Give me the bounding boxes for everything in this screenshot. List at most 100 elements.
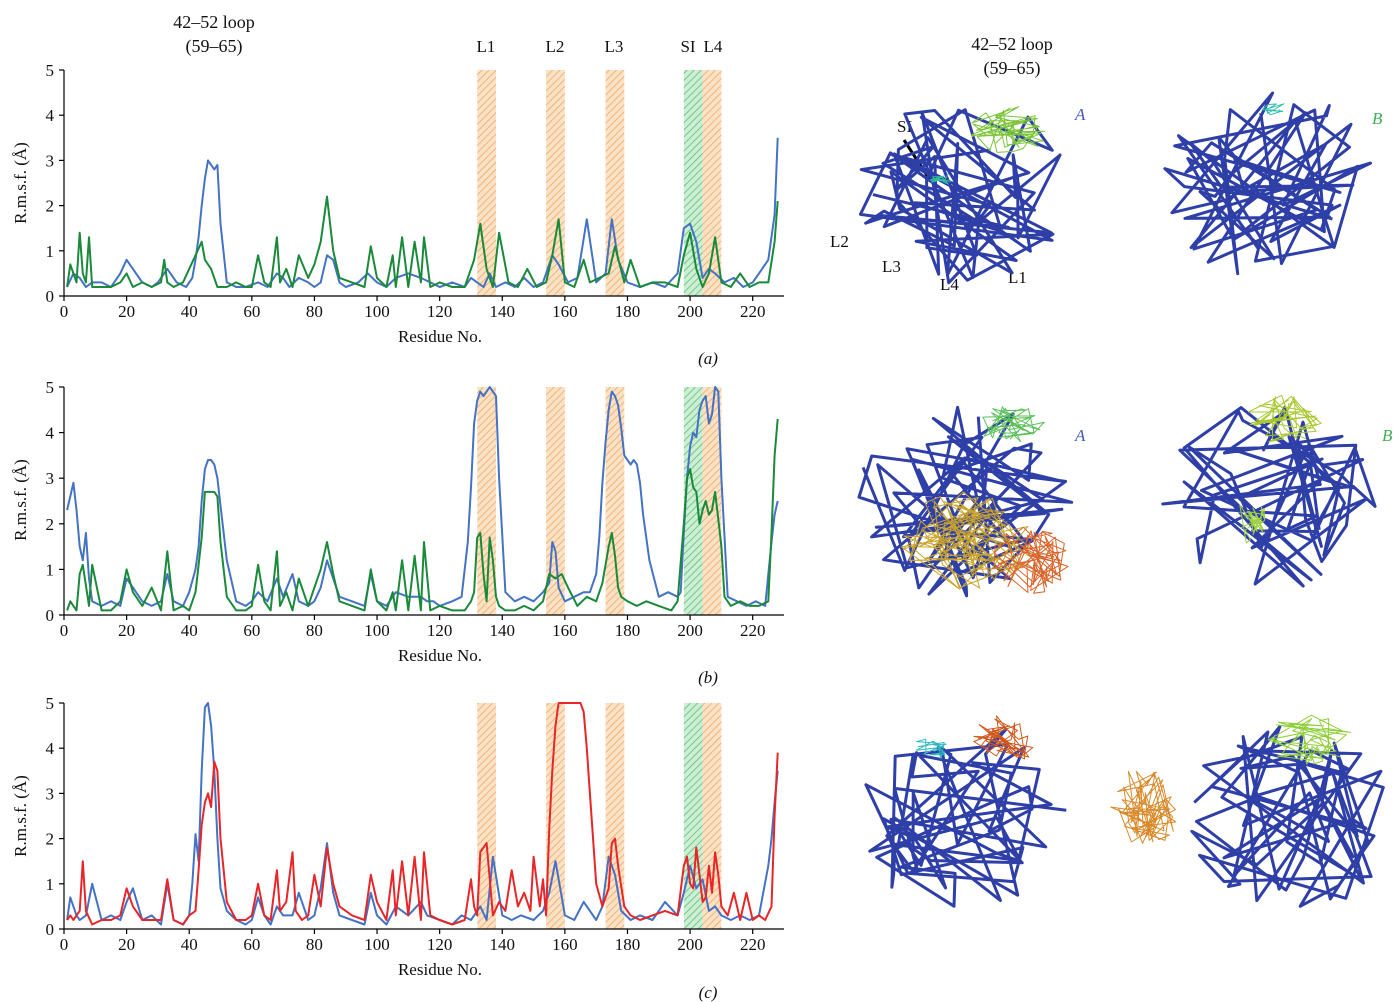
panel-a-chart: 42–52 loop (59–65) L1 L2 L3 SI L4 0 1 2 3 4 5…: [11, 12, 784, 368]
band-l4: [702, 70, 722, 296]
series-line-blue: [66, 386, 779, 607]
highlight-bands: [477, 70, 722, 296]
series-line-green: [66, 195, 779, 288]
x-tick-label: 200: [677, 935, 703, 954]
x-tick-label: 60: [243, 621, 260, 640]
structure-l4-label: L4: [940, 275, 959, 294]
y-tick-label: 0: [46, 606, 55, 625]
band-l3: [605, 387, 625, 615]
x-tick-label: 120: [427, 302, 453, 321]
x-tick-label: 160: [552, 302, 578, 321]
structure-row1-chain-b-flex-loop: [1261, 103, 1285, 116]
x-tick-label: 220: [740, 302, 766, 321]
x-tick-label: 140: [490, 302, 516, 321]
structure-row1-chain-a-backbone: [858, 108, 1062, 285]
x-tick-label: 80: [306, 302, 323, 321]
chain-a-label-row1: A: [1074, 105, 1086, 124]
structure-row3-chain-a-si-loop: [915, 738, 947, 760]
x-tick-label: 0: [60, 935, 69, 954]
structure-row3-chain-b-flex-loop: [1267, 714, 1351, 765]
x-tick-label: 40: [181, 621, 198, 640]
axes: 0 1 2 3 4 5 0 20 40 60 80 100 120 140 160 180 200 220: [46, 61, 784, 321]
band-l3: [605, 703, 625, 929]
x-tick-label: 200: [677, 621, 703, 640]
structure-row2-chain-b-flex-loop: [1248, 394, 1322, 443]
chain-a-label-row2: A: [1074, 426, 1086, 445]
structure-row3-chain-b-backbone: [1190, 725, 1385, 908]
structure-row1-chain-a-flex-loop: [970, 106, 1046, 153]
series-line-green: [66, 418, 779, 612]
x-tick-label: 0: [60, 621, 69, 640]
y-tick-label: 1: [46, 875, 55, 894]
y-axis-label: R.m.s.f. (Å): [11, 142, 30, 224]
band-si: [683, 703, 703, 929]
band-l1: [477, 703, 496, 929]
x-tick-label: 180: [615, 935, 641, 954]
structure-backbone-traces: [857, 91, 1385, 908]
x-axis-label: Residue No.: [398, 327, 482, 346]
structure-loop-label-line2: (59–65): [984, 58, 1041, 79]
structure-row3-chain-b-l2-loop: [1110, 770, 1177, 844]
series-lines: [66, 386, 779, 612]
x-tick-label: 20: [118, 621, 135, 640]
structure-row2-chain-b-si-loop: [1239, 504, 1266, 544]
x-tick-label: 100: [364, 302, 390, 321]
y-tick-label: 5: [46, 694, 55, 713]
y-tick-label: 5: [46, 378, 55, 397]
y-axis-label: R.m.s.f. (Å): [11, 775, 30, 857]
structure-row3-chain-a-backbone: [864, 727, 1067, 908]
chain-b-label-row1: B: [1372, 109, 1383, 128]
x-tick-label: 160: [552, 935, 578, 954]
x-tick-label: 200: [677, 302, 703, 321]
y-tick-label: 0: [46, 920, 55, 939]
panel-b-chart: 0 1 2 3 4 5 0 20 40 60 80 100 120 140 160 180 200 220 R.m…: [11, 378, 784, 687]
y-tick-label: 1: [46, 560, 55, 579]
x-tick-label: 40: [181, 935, 198, 954]
structure-l3-label: L3: [882, 257, 901, 276]
x-tick-label: 100: [364, 935, 390, 954]
y-axis-label: R.m.s.f. (Å): [11, 459, 30, 541]
panel-label: (b): [698, 668, 718, 687]
x-tick-label: 220: [740, 621, 766, 640]
x-tick-label: 80: [306, 935, 323, 954]
axes: 0 1 2 3 4 5 0 20 40 60 80 100 120 140 160 180 200 220: [46, 694, 784, 954]
x-tick-label: 0: [60, 302, 69, 321]
band-label-l2: L2: [546, 37, 565, 56]
x-tick-label: 120: [427, 621, 453, 640]
structure-row1-chain-a-si-loop: [929, 173, 952, 185]
x-tick-label: 220: [740, 935, 766, 954]
x-tick-label: 180: [615, 302, 641, 321]
x-tick-label: 20: [118, 302, 135, 321]
panel-c-chart: 0 1 2 3 4 5 0 20 40 60 80 100 120 140 160 180 200 220 R.m…: [11, 694, 784, 1002]
series-lines: [66, 702, 779, 926]
y-tick-label: 1: [46, 242, 55, 261]
band-l3: [605, 70, 625, 296]
y-tick-label: 2: [46, 197, 55, 216]
protein-structure-renderings: 42–52 loop (59–65) SI L2 L3 L4 L1 A B A …: [830, 34, 1393, 908]
x-tick-label: 140: [490, 935, 516, 954]
y-tick-label: 5: [46, 61, 55, 80]
band-label-l1: L1: [477, 37, 496, 56]
structure-row2-chain-b-backbone: [1161, 405, 1377, 588]
structure-row2-chain-a-flex-loop: [982, 406, 1045, 443]
structure-row2-chain-a-l-loops: [900, 491, 1033, 590]
series-line-red: [66, 702, 779, 926]
y-tick-label: 2: [46, 830, 55, 849]
x-tick-label: 180: [615, 621, 641, 640]
x-tick-label: 80: [306, 621, 323, 640]
x-tick-label: 140: [490, 621, 516, 640]
x-tick-label: 40: [181, 302, 198, 321]
structure-row3-chain-a-flex-loop: [973, 715, 1034, 760]
y-tick-label: 4: [46, 424, 55, 443]
band-label-l4: L4: [704, 37, 723, 56]
panel-label: (a): [698, 349, 718, 368]
loop-label-line2: (59–65): [186, 36, 243, 57]
series-lines: [66, 137, 779, 288]
y-tick-label: 4: [46, 106, 55, 125]
loop-label-line1: 42–52 loop: [173, 12, 255, 32]
band-label-l3: L3: [605, 37, 624, 56]
axes: 0 1 2 3 4 5 0 20 40 60 80 100 120 140 160 180 200 220: [46, 378, 784, 640]
y-tick-label: 4: [46, 739, 55, 758]
x-tick-label: 20: [118, 935, 135, 954]
panel-label: (c): [699, 983, 718, 1002]
